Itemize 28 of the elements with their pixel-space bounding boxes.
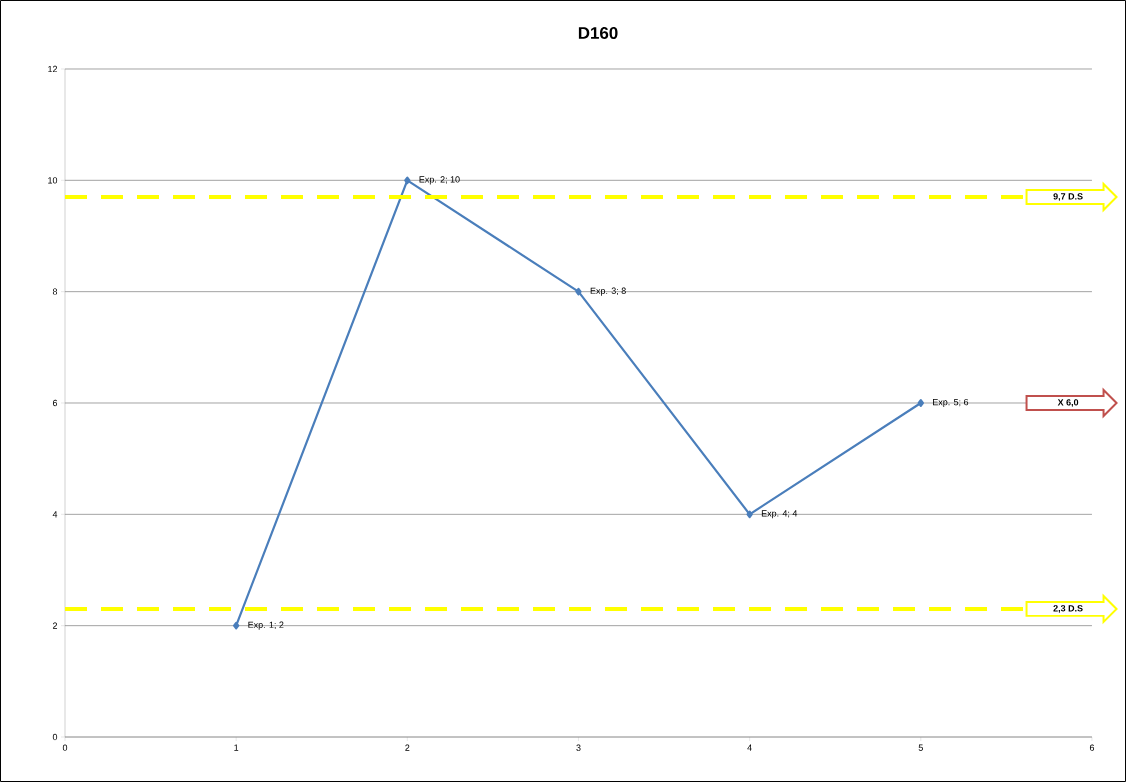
x-tick-label: 5 [918, 744, 923, 751]
y-tick-label: 8 [52, 288, 58, 295]
y-tick-label: 6 [52, 399, 58, 407]
ref-line-label: 2,3 D.S [1053, 605, 1083, 613]
data-label: Exp. 4; 4 [761, 510, 798, 519]
y-tick-label: 12 [48, 65, 58, 73]
point [917, 399, 924, 407]
data-label: Exp. 5; 6 [933, 398, 969, 408]
x-tick-label: 1 [234, 744, 239, 751]
annotation: X 6,0 [1057, 399, 1079, 407]
point [746, 510, 753, 519]
point [404, 176, 411, 185]
data-label: Exp. 2; 10 [419, 176, 460, 185]
y-tick-label: 10 [48, 177, 58, 184]
x-tick-label: 4 [747, 744, 752, 751]
x-tick-label: 0 [62, 744, 68, 751]
data-label: Exp. 1; 2 [248, 621, 284, 630]
y-tick-label: 4 [52, 511, 58, 518]
chart-title: D160 [578, 26, 618, 39]
point [232, 621, 240, 630]
x-tick-label: 3 [576, 744, 581, 751]
y-tick-label: 2 [52, 622, 58, 629]
point [575, 287, 582, 296]
x-tick-label: 6 [1089, 744, 1095, 751]
x-tick-label: 2 [405, 744, 410, 751]
ref-line-label: 9,7 D.S [1053, 193, 1083, 201]
data-label: Exp. 3; 8 [590, 287, 626, 296]
y-tick-label: 0 [52, 733, 58, 741]
